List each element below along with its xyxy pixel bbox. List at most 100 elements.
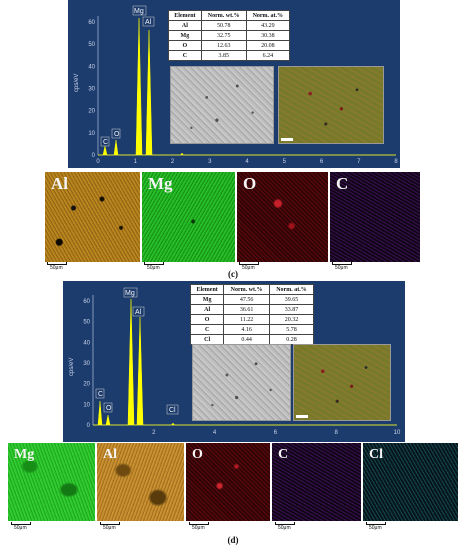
map-label: C [336,174,349,193]
x-tick-label: 4 [245,159,249,165]
element-map-Al-d: Al [97,443,184,521]
peak-label-C-c: C [100,136,110,147]
table-row: C 3.85 6.24 [168,50,291,61]
y-axis-label-c: cps/eV [74,74,80,92]
peak-label-Al-c: Al [142,16,155,27]
map-label: Mg [14,447,35,462]
table-cell: 36.61 [223,304,270,315]
map-label: Al [51,174,68,193]
table-cell: 20.08 [245,40,291,51]
table-cell: 5.78 [268,324,315,335]
peak-label-Al-d: Al [132,306,145,317]
table-cell: Al [189,304,225,315]
y-tick-label: 20 [83,382,90,388]
table-cell: 12.63 [200,40,247,51]
y-tick-label: 60 [83,299,90,305]
element-map-Cl-d: Cl [363,443,458,521]
table-row: Al 36.61 33.87 [189,304,315,315]
figure-caption-d: (d) [227,535,239,545]
table-header-cell: Norm. wt.% [223,284,270,295]
element-map-C-c: C [330,172,420,262]
map-label: Cl [369,447,383,462]
y-tick-label: 60 [88,20,95,26]
table-cell: Cl [189,334,225,345]
x-tick-label: 10 [394,430,401,436]
table-cell: 32.75 [200,30,247,41]
svg-text:Mg: Mg [134,8,144,15]
spectrum-plot-d: cps/eV 0 10 20 30 40 50 60 2 4 6 8 10 C O Mg Al Cl [69,287,401,436]
element-map-C-d: C [272,443,361,521]
x-tick-label: 0 [96,159,100,165]
y-tick-label: 0 [87,423,91,429]
table-cell: O [168,40,202,51]
map-label: C [278,447,289,462]
table-cell: 50.78 [200,20,247,31]
svg-text:C: C [98,391,103,398]
spectrum-panel-d: cps/eV 0 10 20 30 40 50 60 2 4 6 8 10 C O Mg Al Cl… [63,281,405,442]
table-cell: 20.32 [268,314,315,325]
peak-label-Cl-d: Cl [166,404,179,415]
sem-image-c [170,66,274,144]
table-header-row: Element Norm. wt.% Norm. at.% [189,284,315,295]
map-label: O [243,174,257,193]
svg-text:Cl: Cl [169,407,176,414]
table-header-cell: Element [189,284,225,295]
spectrum-trace-c [98,17,396,156]
table-row: O 12.63 20.08 [168,40,291,51]
svg-text:C: C [103,139,108,146]
x-tick-label: 4 [213,430,217,436]
y-tick-label: 40 [88,64,95,70]
composition-table-d: Element Norm. wt.% Norm. at.% Mg 47.56 39.… [189,284,315,345]
map-label: Al [103,447,117,462]
y-tick-label: 0 [92,153,96,159]
spectrum-trace-d [93,298,397,426]
table-cell: 0.44 [223,334,270,345]
svg-text:Al: Al [135,309,142,316]
svg-text:O: O [114,131,120,138]
table-header-cell: Norm. wt.% [200,10,247,21]
x-tick-label: 1 [134,159,138,165]
svg-text:Mg: Mg [125,290,135,297]
table-cell: 47.56 [223,294,270,305]
table-row: Mg 47.56 39.65 [189,294,315,305]
x-tick-label: 3 [208,159,212,165]
table-cell: 30.38 [245,30,291,41]
svg-text:O: O [106,405,112,412]
table-cell: 11.22 [223,314,270,325]
table-cell: 4.16 [223,324,270,335]
table-header-cell: Norm. at.% [245,10,291,21]
x-tick-label: 8 [394,159,398,165]
table-cell: 0.28 [268,334,315,345]
peak-label-O-c: O [111,128,121,139]
y-tick-label: 10 [83,402,90,408]
table-cell: 3.85 [200,50,247,61]
x-tick-label: 7 [357,159,361,165]
table-header-cell: Norm. at.% [268,284,315,295]
table-cell: Al [168,20,202,31]
x-tick-label: 2 [152,430,156,436]
peak-label-C-d: C [95,388,105,399]
map-label: O [192,447,203,462]
y-tick-label: 50 [83,320,90,326]
y-tick-label: 50 [88,42,95,48]
element-map-Al-c: Al [45,172,140,262]
peak-label-Mg-c: Mg [132,5,147,16]
table-row: Cl 0.44 0.28 [189,334,315,345]
table-cell: 39.65 [268,294,315,305]
y-tick-label: 10 [88,131,95,137]
y-tick-label: 30 [83,361,90,367]
y-tick-label: 40 [83,340,90,346]
overlay-scale-bar [296,415,308,418]
eds-overlay-image-c [278,66,384,144]
table-header-cell: Element [168,10,202,21]
spectrum-panel-c: cps/eV 0 10 20 30 40 50 60 0 1 2 3 4 5 6 7 8 C O Mg Al… [68,0,400,168]
eds-overlay-image-d [293,344,391,421]
element-map-Mg-c: Mg [142,172,235,262]
table-cell: C [168,50,202,61]
element-map-O-c: O [237,172,328,262]
table-row: C 4.16 5.78 [189,324,315,335]
x-tick-label: 6 [320,159,324,165]
y-tick-label: 20 [88,109,95,115]
table-row: Mg 32.75 30.38 [168,30,291,41]
table-cell: Mg [168,30,202,41]
